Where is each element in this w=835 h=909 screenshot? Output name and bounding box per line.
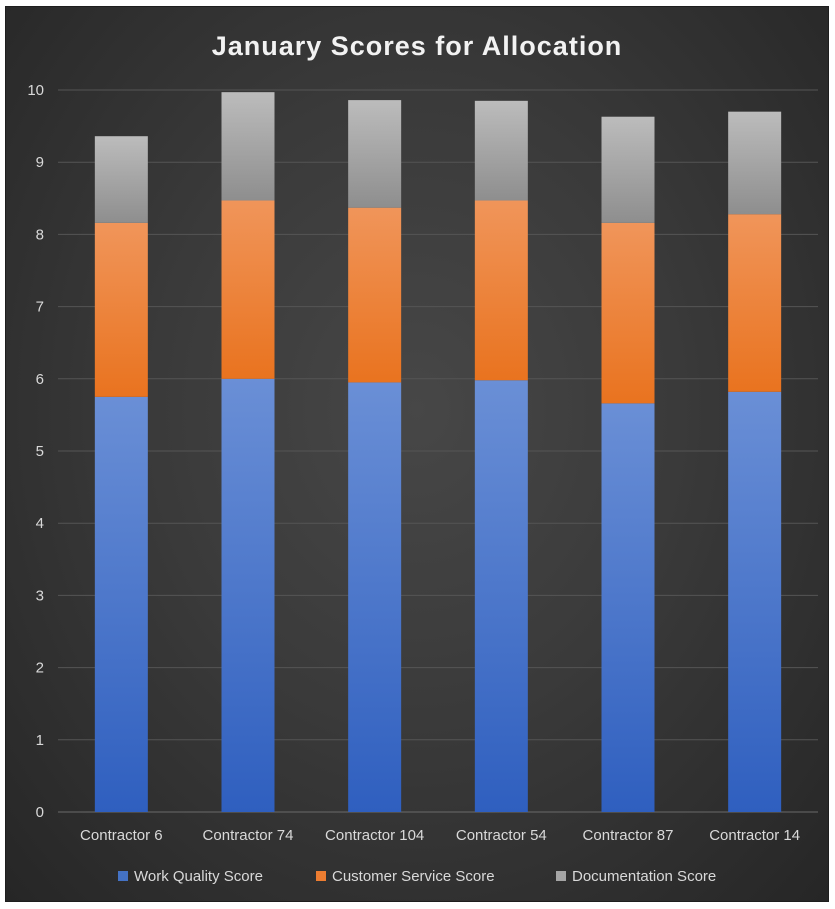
bar-segment-documentation-score: [221, 92, 275, 201]
bar-segment-work-quality-score: [601, 403, 655, 812]
gridlines: [58, 89, 818, 813]
y-tick-label: 1: [36, 732, 44, 749]
y-tick-label: 8: [36, 226, 44, 243]
y-tick-label: 10: [27, 82, 44, 99]
x-tick-label: Contractor 104: [325, 827, 424, 844]
bar-segment-customer-service-score: [221, 200, 275, 379]
bar-segment-work-quality-score: [474, 380, 528, 812]
bar-segment-documentation-score: [348, 100, 402, 208]
y-tick-label: 6: [36, 371, 44, 388]
y-tick-label: 2: [36, 660, 44, 677]
x-tick-label: Contractor 87: [583, 827, 674, 844]
legend-swatch: [556, 871, 566, 881]
bars: [94, 92, 782, 812]
bar-segment-customer-service-score: [601, 222, 655, 404]
x-axis: Contractor 6 Contractor 74 Contractor 104 C…: [80, 827, 800, 844]
y-tick-label: 4: [36, 515, 44, 532]
bar-segment-customer-service-score: [728, 214, 782, 392]
bar-segment-work-quality-score: [94, 396, 148, 812]
chart-title: January Scores for Allocation: [212, 31, 623, 61]
bar-segment-customer-service-score: [348, 207, 402, 383]
bar-segment-work-quality-score: [728, 391, 782, 812]
legend-label: Documentation Score: [572, 868, 716, 885]
x-tick-label: Contractor 6: [80, 827, 163, 844]
bar-segment-customer-service-score: [94, 222, 148, 397]
bar-segment-documentation-score: [474, 100, 528, 201]
x-tick-label: Contractor 14: [709, 827, 800, 844]
legend: Work Quality Score Customer Service Score…: [118, 868, 716, 885]
x-tick-label: Contractor 74: [203, 827, 294, 844]
bar-segment-documentation-score: [601, 116, 655, 223]
bar-segment-customer-service-score: [474, 200, 528, 381]
y-tick-label: 5: [36, 443, 44, 460]
y-tick-label: 3: [36, 587, 44, 604]
bar-segment-work-quality-score: [221, 378, 275, 812]
legend-swatch: [316, 871, 326, 881]
y-tick-label: 9: [36, 154, 44, 171]
legend-label: Work Quality Score: [134, 868, 263, 885]
legend-swatch: [118, 871, 128, 881]
y-axis: 0 1 2 3 4 5 6 7 8 9 10: [27, 82, 44, 821]
bar-segment-documentation-score: [94, 136, 148, 223]
y-tick-label: 7: [36, 299, 44, 316]
bar-segment-work-quality-score: [348, 382, 402, 812]
x-tick-label: Contractor 54: [456, 827, 547, 844]
y-tick-label: 0: [36, 804, 44, 821]
bar-segment-documentation-score: [728, 111, 782, 215]
legend-label: Customer Service Score: [332, 868, 495, 885]
